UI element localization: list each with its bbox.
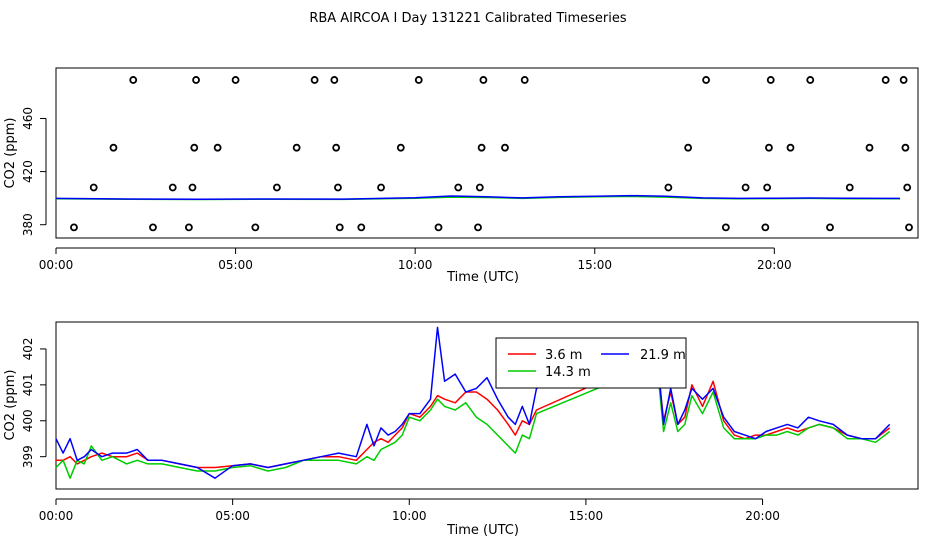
top-data-point: [477, 143, 486, 152]
top-data-point: [475, 183, 484, 192]
top-x-tick-label: 20:00: [757, 258, 792, 272]
bottom-y-tick-label: 402: [21, 337, 35, 360]
top-data-point: [763, 183, 772, 192]
top-panel: 00:00 05:00 10:00 15:00 20:00 380 420 460 Time …: [3, 67, 919, 285]
top-data-point: [310, 76, 319, 84]
top-data-point: [192, 76, 200, 84]
top-data-point: [109, 143, 118, 152]
bottom-x-axis-label: Time (UTC): [446, 523, 519, 538]
top-series: [55, 194, 901, 201]
bottom-x-tick-label: 15:00: [569, 509, 604, 523]
top-data-point: [414, 76, 423, 84]
top-axes: 00:00 05:00 10:00 15:00 20:00 380 420 460: [21, 107, 792, 272]
top-data-point: [845, 183, 854, 192]
legend-box: [495, 337, 687, 389]
top-data-point: [501, 143, 509, 152]
bottom-panel: 00:00 05:00 10:00 15:00 20:00 399 400 401 402 Ti…: [3, 321, 919, 538]
top-data-point: [765, 143, 773, 152]
bottom-series-line-3-6-m: [56, 351, 891, 469]
top-data-point: [903, 183, 912, 192]
top-x-tick-label: 05:00: [218, 258, 253, 272]
top-data-point: [520, 76, 529, 84]
top-data-point: [334, 183, 342, 192]
top-x-tick-label: 10:00: [398, 258, 433, 272]
top-data-point: [664, 183, 673, 192]
bottom-y-axis-label: CO2 (ppm): [3, 369, 18, 440]
top-y-tick-label: 420: [21, 160, 35, 183]
bottom-y-tick-label: 401: [21, 373, 35, 396]
top-x-axis-label: Time (UTC): [446, 270, 519, 285]
top-data-point: [761, 223, 770, 232]
top-data-point: [149, 223, 157, 232]
top-data-point: [806, 76, 815, 84]
top-data-point: [741, 183, 750, 192]
top-data-point: [474, 223, 482, 232]
top-data-point: [330, 76, 339, 84]
top-data-point: [881, 76, 890, 84]
top-data-point: [292, 143, 301, 152]
top-data-point: [129, 76, 138, 84]
legend-label-14-3m: 14.3 m: [545, 365, 591, 380]
top-data-point: [213, 143, 222, 152]
bottom-series: [55, 326, 891, 479]
top-data-point: [168, 183, 177, 192]
top-x-tick-label: 15:00: [577, 258, 612, 272]
top-plot-frame: [55, 67, 919, 239]
legend-label-21-9m: 21.9 m: [640, 348, 686, 363]
bottom-x-tick-label: 00:00: [39, 509, 74, 523]
bottom-x-tick-label: 05:00: [215, 509, 250, 523]
top-y-tick-label: 460: [21, 107, 35, 130]
bottom-plot-frame: [55, 321, 919, 490]
legend: 3.6 m 21.9 m 14.3 m: [495, 337, 687, 389]
top-data-point: [901, 143, 910, 152]
figure-title: RBA AIRCOA I Day 131221 Calibrated Times…: [309, 11, 627, 26]
top-data-point: [272, 183, 281, 192]
top-data-point: [434, 223, 443, 232]
top-data-point: [357, 223, 366, 232]
top-data-point: [479, 76, 488, 84]
top-data-point: [332, 143, 341, 152]
top-data-point: [454, 183, 463, 192]
bottom-x-tick-label: 10:00: [392, 509, 427, 523]
top-data-point: [184, 223, 193, 232]
bottom-series-line-14-3-m: [55, 358, 891, 479]
bottom-y-tick-label: 399: [21, 445, 35, 468]
top-series-line-2: [55, 194, 901, 200]
top-data-point: [377, 183, 385, 192]
top-data-point: [684, 143, 693, 152]
top-data-point: [335, 223, 344, 232]
bottom-series-line-21-9-m: [55, 326, 891, 479]
top-x-tick-label: 00:00: [39, 258, 74, 272]
top-y-tick-label: 380: [21, 213, 35, 236]
bottom-x-tick-label: 20:00: [745, 509, 780, 523]
top-data-point: [188, 183, 197, 192]
top-data-point: [702, 76, 710, 84]
top-data-point: [231, 76, 240, 84]
top-data-point: [905, 223, 913, 232]
top-data-point: [865, 143, 874, 152]
top-points: [70, 76, 913, 232]
top-data-point: [190, 143, 199, 152]
top-data-point: [766, 76, 775, 84]
bottom-y-tick-label: 400: [21, 409, 35, 432]
top-data-point: [251, 223, 260, 232]
bottom-axes: 00:00 05:00 10:00 15:00 20:00 399 400 401 402: [21, 337, 780, 523]
top-data-point: [70, 223, 78, 232]
top-data-point: [396, 143, 405, 152]
top-y-axis-label: CO2 (ppm): [3, 117, 18, 188]
top-data-point: [899, 76, 908, 84]
top-data-point: [89, 183, 98, 192]
top-data-point: [826, 223, 834, 232]
legend-label-3-6m: 3.6 m: [545, 348, 582, 363]
top-data-point: [721, 223, 730, 232]
top-data-point: [786, 143, 795, 152]
